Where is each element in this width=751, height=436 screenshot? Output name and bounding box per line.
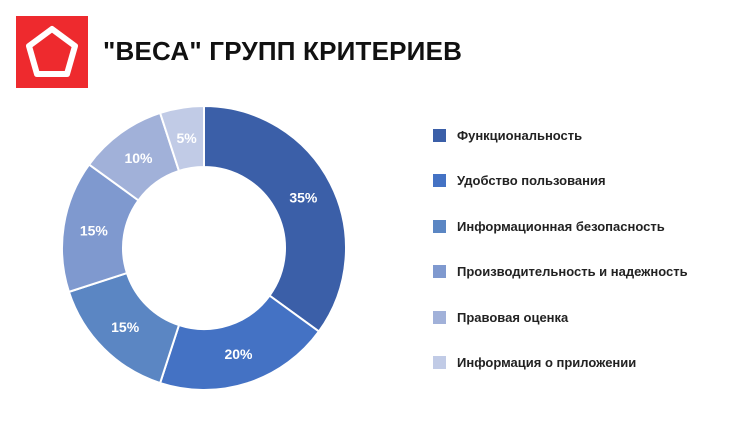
legend-item: Удобство пользования bbox=[433, 172, 688, 190]
page-title: "ВЕСА" ГРУПП КРИТЕРИЕВ bbox=[103, 36, 463, 66]
slice-data-label: 5% bbox=[176, 130, 197, 146]
slice-data-label: 20% bbox=[224, 346, 253, 362]
legend-item: Производительность и надежность bbox=[433, 263, 688, 281]
legend-label: Информационная безопасность bbox=[457, 218, 665, 234]
legend-swatch bbox=[433, 356, 446, 370]
legend-item: Информационная безопасность bbox=[433, 217, 688, 235]
legend-swatch bbox=[433, 310, 446, 324]
pentagon-logo-icon bbox=[26, 26, 78, 77]
logo bbox=[16, 16, 88, 88]
chart-legend: Функциональность Удобство пользования Инфо… bbox=[433, 126, 688, 400]
legend-swatch bbox=[433, 174, 446, 188]
legend-swatch bbox=[433, 128, 446, 142]
slice-data-label: 15% bbox=[111, 319, 140, 335]
legend-swatch bbox=[433, 265, 446, 279]
legend-label: Информация о приложении bbox=[457, 355, 637, 371]
legend-label: Производительность и надежность bbox=[457, 264, 688, 280]
slice-data-label: 10% bbox=[124, 150, 153, 166]
legend-label: Функциональность bbox=[457, 127, 583, 143]
legend-item: Информация о приложении bbox=[433, 354, 688, 372]
donut-slice bbox=[203, 104, 347, 333]
slice-data-label: 35% bbox=[289, 189, 318, 205]
legend-label: Правовая оценка bbox=[457, 309, 569, 325]
legend-item: Правовая оценка bbox=[433, 308, 688, 326]
legend-swatch bbox=[433, 219, 446, 233]
donut-slice bbox=[158, 104, 205, 173]
legend-item: Функциональность bbox=[433, 126, 688, 144]
legend-label: Удобство пользования bbox=[457, 173, 606, 189]
slice-data-label: 15% bbox=[80, 223, 109, 239]
